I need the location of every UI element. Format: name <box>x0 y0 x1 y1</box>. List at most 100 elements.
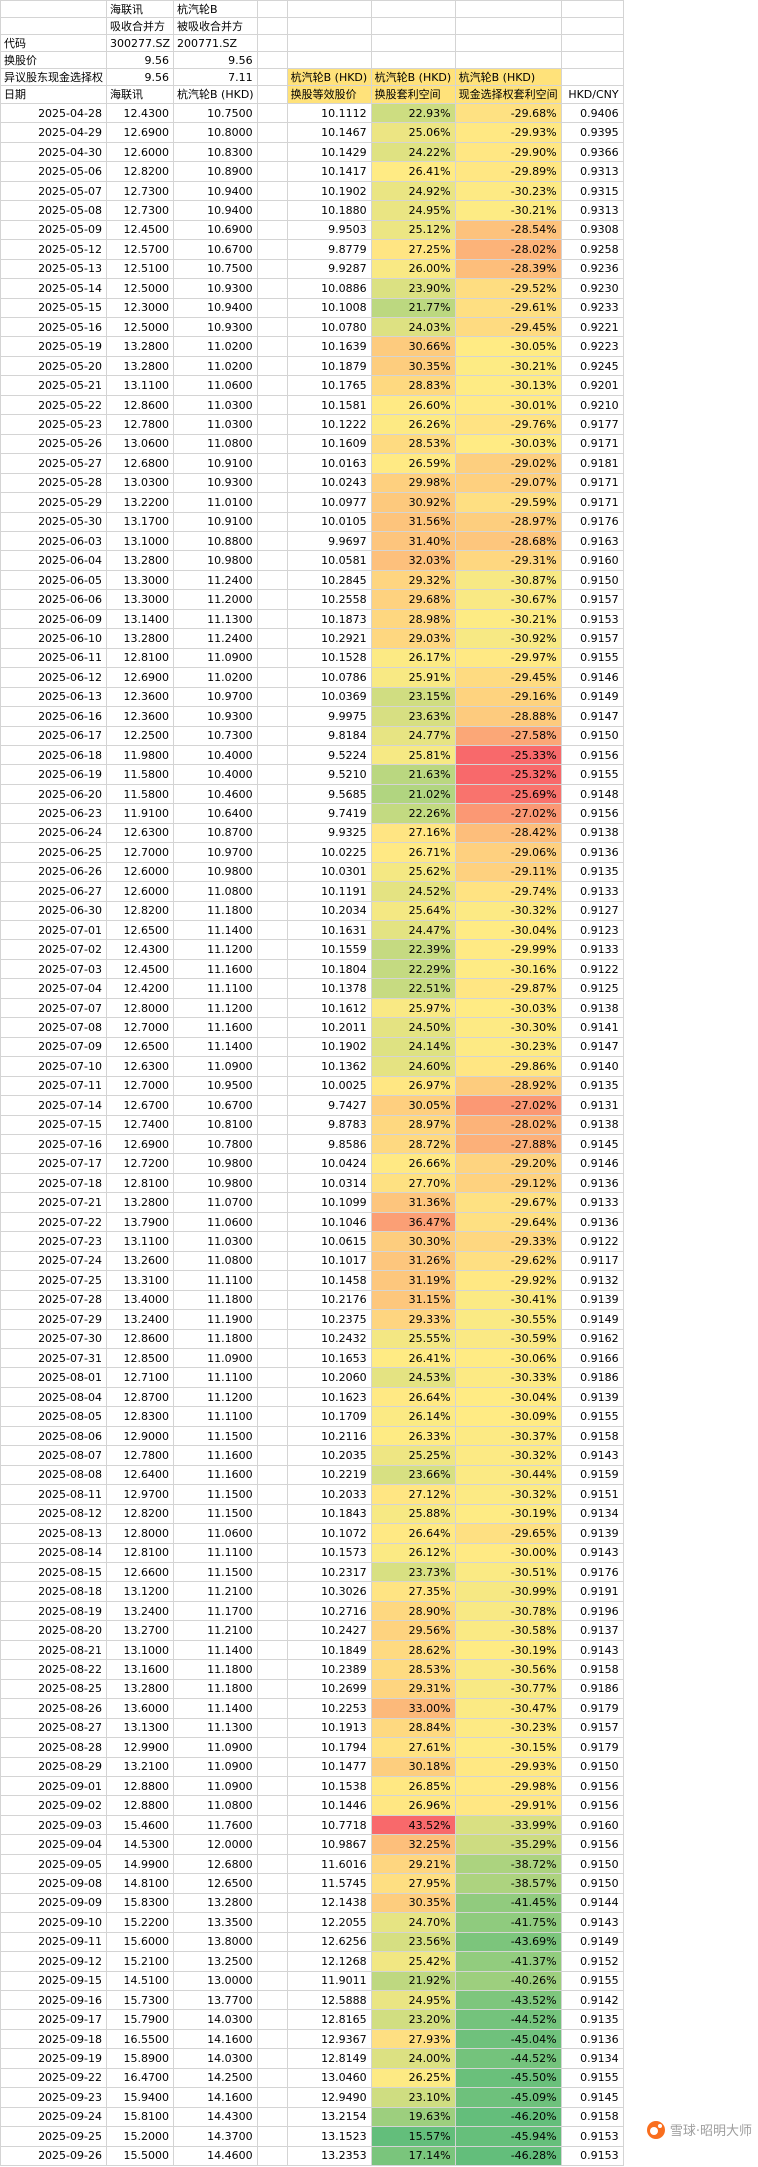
cell-hangqilunb-price: 10.9300 <box>174 317 258 338</box>
cell-hkd-cny-rate: 0.9191 <box>561 1582 624 1602</box>
cell-equivalent-price: 10.1639 <box>287 337 372 357</box>
gap-cell <box>257 162 288 182</box>
cell-equivalent-price: 10.1804 <box>287 959 372 980</box>
gap-cell <box>257 1854 288 1875</box>
gap-cell <box>257 551 288 571</box>
cell-hangqilunb-price: 11.0200 <box>174 668 258 688</box>
cell-hangqilunb-price: 13.7700 <box>174 1990 258 2011</box>
cell-hkd-cny-rate: 0.9133 <box>561 1193 624 1213</box>
gap-cell <box>257 590 288 610</box>
cell-date: 2025-09-09 <box>1 1893 107 1914</box>
cell-hangqilunb-price: 11.0900 <box>174 1776 258 1797</box>
cell-hailianxun-price: 13.2800 <box>107 1679 175 1700</box>
cell-equivalent-price: 10.1046 <box>287 1212 372 1233</box>
cell-swap-arbitrage: 23.66% <box>371 1465 456 1486</box>
table-row: 2025-09-12 15.2100 13.2500 12.1268 25.42% -41… <box>1 1952 624 1972</box>
cell-swap-arbitrage: 26.26% <box>371 415 456 435</box>
cell-hailianxun-price: 13.6000 <box>107 1699 175 1719</box>
cell-hkd-cny-rate: 0.9153 <box>561 609 624 630</box>
cell-hkd-cny-rate: 0.9171 <box>561 493 624 513</box>
cell-equivalent-price: 10.2035 <box>287 1446 372 1466</box>
cell-hailianxun-price: 12.7300 <box>107 201 175 221</box>
cell-cash-option-arbitrage: -40.26% <box>455 1971 562 1991</box>
empty-cell <box>561 18 624 35</box>
table-row: 2025-05-07 12.7300 10.9400 10.1902 24.92% -30… <box>1 181 624 202</box>
cell-swap-arbitrage: 26.12% <box>371 1543 456 1563</box>
gap-cell <box>257 1582 288 1602</box>
cell-equivalent-price: 10.1417 <box>287 162 372 182</box>
cell-hkd-cny-rate: 0.9138 <box>561 998 624 1019</box>
cell-hkd-cny-rate: 0.9149 <box>561 687 624 708</box>
table-row: 2025-07-18 12.8100 10.9800 10.0314 27.70% -29… <box>1 1173 624 1194</box>
gap-cell <box>257 1874 288 1894</box>
cell-swap-arbitrage: 24.95% <box>371 201 456 221</box>
cell-hailianxun-price: 11.5800 <box>107 784 175 805</box>
table-row: 2025-07-16 12.6900 10.7800 9.8586 28.72% -27.… <box>1 1135 624 1155</box>
cell-hkd-cny-rate: 0.9162 <box>561 1329 624 1349</box>
cell-swap-arbitrage: 25.62% <box>371 862 456 883</box>
table-row: 2025-09-15 14.5100 13.0000 11.9011 21.92% -40… <box>1 1971 624 1991</box>
gap-cell <box>257 1893 288 1914</box>
col-header-hangqilunb: 杭汽轮B (HKD) <box>174 86 258 104</box>
cell-swap-arbitrage: 26.33% <box>371 1426 456 1447</box>
table-row: 2025-09-10 15.2200 13.3500 12.2055 24.70% -41… <box>1 1913 624 1933</box>
cell-date: 2025-07-21 <box>1 1193 107 1213</box>
cell-hkd-cny-rate: 0.9258 <box>561 240 624 260</box>
cell-hkd-cny-rate: 0.9236 <box>561 259 624 280</box>
cell-hangqilunb-price: 10.9300 <box>174 707 258 727</box>
cell-hkd-cny-rate: 0.9137 <box>561 1621 624 1641</box>
empty-cell <box>1 18 107 35</box>
cell-swap-arbitrage: 26.97% <box>371 1076 456 1097</box>
cell-hkd-cny-rate: 0.9179 <box>561 1738 624 1758</box>
cell-swap-arbitrage: 23.10% <box>371 2088 456 2108</box>
cell-equivalent-price: 10.1573 <box>287 1543 372 1563</box>
cell-hangqilunb-price: 11.0600 <box>174 376 258 396</box>
gap-cell <box>257 1154 288 1174</box>
cell-swap-arbitrage: 27.12% <box>371 1485 456 1505</box>
cell-cash-option-arbitrage: -33.99% <box>455 1815 562 1836</box>
cell-cash-option-arbitrage: -29.31% <box>455 551 562 571</box>
cell-swap-arbitrage: 15.57% <box>371 2127 456 2147</box>
cell-equivalent-price: 10.1099 <box>287 1193 372 1213</box>
cell-hailianxun-price: 13.2400 <box>107 1310 175 1330</box>
cell-cash-option-arbitrage: -30.67% <box>455 590 562 610</box>
cell-swap-arbitrage: 24.95% <box>371 1990 456 2011</box>
cell-hailianxun-price: 12.8800 <box>107 1776 175 1797</box>
cell-hangqilunb-price: 11.2100 <box>174 1582 258 1602</box>
cell-hailianxun-price: 13.1100 <box>107 376 175 396</box>
cell-hailianxun-price: 13.0300 <box>107 473 175 494</box>
cell-hailianxun-price: 12.6300 <box>107 823 175 844</box>
cell-hangqilunb-price: 11.1500 <box>174 1562 258 1583</box>
cell-cash-option-arbitrage: -35.29% <box>455 1835 562 1855</box>
cell-hangqilunb-price: 12.6500 <box>174 1874 258 1894</box>
cell-hailianxun-price: 15.8300 <box>107 1893 175 1914</box>
gap-cell <box>257 259 288 280</box>
acquirer-ticker: 300277.SZ <box>107 35 175 52</box>
cell-equivalent-price: 10.1378 <box>287 979 372 999</box>
cell-cash-option-arbitrage: -45.50% <box>455 2068 562 2089</box>
cell-date: 2025-09-16 <box>1 1990 107 2011</box>
cell-equivalent-price: 10.0105 <box>287 512 372 532</box>
cell-hangqilunb-price: 13.0000 <box>174 1971 258 1991</box>
gap-cell <box>257 570 288 591</box>
gap-cell <box>257 921 288 941</box>
cell-date: 2025-07-31 <box>1 1349 107 1369</box>
cell-hangqilunb-price: 10.6400 <box>174 804 258 824</box>
cell-date: 2025-07-28 <box>1 1290 107 1311</box>
cell-cash-option-arbitrage: -38.57% <box>455 1874 562 1894</box>
cell-hkd-cny-rate: 0.9143 <box>561 1543 624 1563</box>
gap-cell <box>257 901 288 922</box>
cell-date: 2025-07-29 <box>1 1310 107 1330</box>
cell-equivalent-price: 10.1477 <box>287 1757 372 1777</box>
cell-cash-option-arbitrage: -28.88% <box>455 707 562 727</box>
cell-hkd-cny-rate: 0.9186 <box>561 1679 624 1700</box>
empty-cell <box>287 35 372 52</box>
cell-cash-option-arbitrage: -30.32% <box>455 1446 562 1466</box>
cell-swap-arbitrage: 22.26% <box>371 804 456 824</box>
cell-cash-option-arbitrage: -41.75% <box>455 1913 562 1933</box>
table-row: 2025-08-19 13.2400 11.1700 10.2716 28.90% -30… <box>1 1601 624 1622</box>
table-row: 2025-07-07 12.8000 11.1200 10.1612 25.97% -30… <box>1 998 624 1019</box>
cell-date: 2025-07-17 <box>1 1154 107 1174</box>
table-row: 2025-09-01 12.8800 11.0900 10.1538 26.85% -29… <box>1 1776 624 1797</box>
cell-cash-option-arbitrage: -30.47% <box>455 1699 562 1719</box>
